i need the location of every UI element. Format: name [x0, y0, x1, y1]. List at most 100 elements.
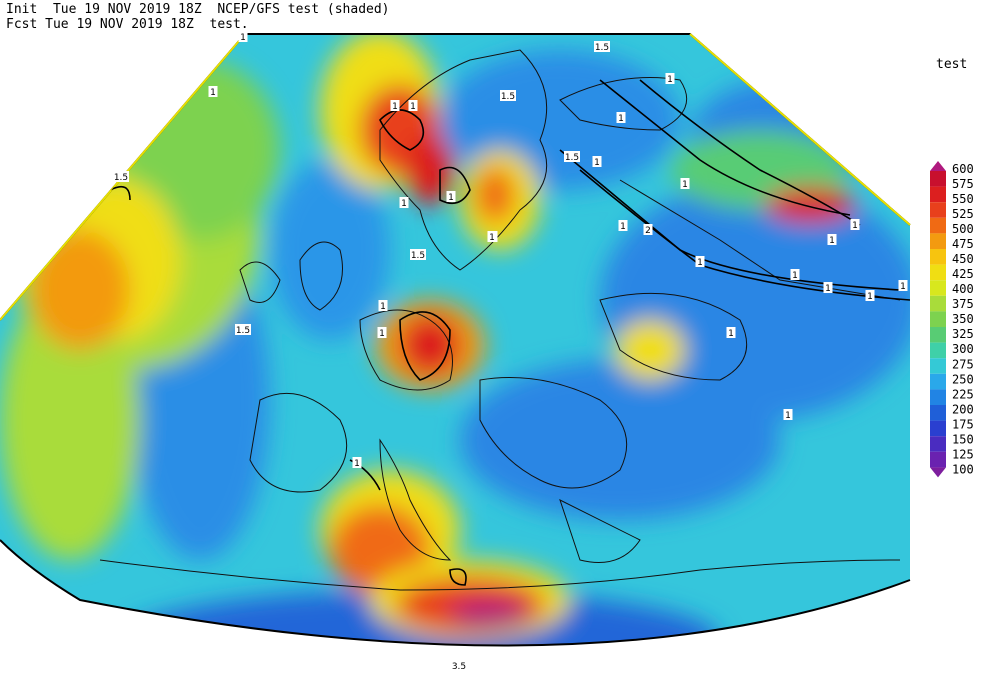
contour-label: 1.5 — [565, 153, 579, 163]
contour-label-box — [695, 256, 705, 267]
legend-tick-label: 250 — [952, 372, 974, 386]
contour-label-box — [238, 31, 248, 42]
contour-lines — [109, 79, 910, 586]
contour-label-box — [377, 327, 387, 338]
legend-swatch — [930, 389, 946, 405]
legend-swatch — [930, 295, 946, 312]
contour-label-box — [451, 660, 467, 671]
contour-label-box — [783, 409, 793, 420]
legend-swatch — [930, 233, 946, 249]
contour-label-box — [446, 191, 456, 202]
legend-tick-label: 175 — [952, 417, 974, 431]
contour-label: 1 — [900, 282, 906, 292]
legend-tick-label: 575 — [952, 177, 974, 191]
contour-label: 1.5 — [114, 173, 128, 183]
contour-label: 1.5 — [236, 326, 250, 336]
contour-label-box — [378, 300, 388, 311]
legend-tick-label: 225 — [952, 387, 974, 401]
contour-label: 1 — [401, 199, 407, 209]
contour-label-box — [594, 41, 610, 52]
legend-tick-label: 275 — [952, 357, 974, 371]
contour-label-box — [408, 100, 418, 111]
contour-label: 1 — [380, 302, 386, 312]
contour-label: 1 — [240, 33, 246, 43]
contour-label-box — [898, 280, 908, 291]
legend-swatch — [930, 420, 946, 437]
contour-label-box — [399, 197, 409, 208]
legend-swatch — [930, 342, 946, 359]
legend-tick-label: 325 — [952, 327, 974, 341]
legend-swatch — [930, 327, 946, 343]
contour-label-box — [235, 324, 251, 335]
contour-label: 1 — [620, 222, 626, 232]
forecast-line: Fcst Tue 19 NOV 2019 18Z test. — [6, 17, 249, 32]
legend-arrow-down — [930, 467, 946, 478]
contour-label-box — [564, 151, 580, 162]
contour-label: 1.5 — [411, 251, 425, 261]
contour-label: 1 — [682, 180, 688, 190]
legend: 6005755505255004754504254003753503253002… — [930, 161, 974, 478]
legend-swatch — [930, 202, 946, 218]
contour-label: 1 — [354, 459, 360, 469]
shaded-field — [0, 34, 910, 646]
contour-label: 1 — [852, 221, 858, 231]
legend-swatch — [930, 249, 946, 265]
legend-tick-label: 525 — [952, 207, 974, 221]
legend-swatch — [930, 436, 946, 452]
contour-label-group: 1 1 1 1 1.5 1.5 1 1 1.5 1 1 1.5 1 1 1 1 1 1 1 1 1 1 1.5 1 1.5 1 1 1… — [113, 31, 908, 672]
contour-label-box — [823, 282, 833, 293]
contour-label: 1 — [792, 271, 798, 281]
contour-label-box — [680, 178, 690, 189]
contour-label-box — [208, 86, 218, 97]
contour-label-box — [827, 234, 837, 245]
contour-label: 1 — [785, 411, 791, 421]
legend-tick-label: 375 — [952, 297, 974, 311]
legend-tick-label: 600 — [952, 162, 974, 176]
contour-label-box — [665, 73, 675, 84]
contour-label: 2 — [645, 226, 651, 236]
contour-label: 3.5 — [452, 662, 466, 672]
legend-arrow-up — [930, 161, 946, 171]
legend-swatch — [930, 280, 946, 296]
contour-label-box — [618, 220, 628, 231]
legend-tick-label: 200 — [952, 402, 974, 416]
contour-label-box — [850, 219, 860, 230]
contour-label: 1 — [728, 329, 734, 339]
contour-label: 1 — [667, 75, 673, 85]
contour-label-box — [352, 457, 362, 468]
contour-label-box — [592, 156, 602, 167]
init-line: Init Tue 19 NOV 2019 18Z NCEP/GFS test (… — [6, 2, 390, 17]
contour-label: 1.5 — [501, 92, 515, 102]
contour-label: 1 — [829, 236, 835, 246]
legend-swatch — [930, 171, 946, 187]
legend-swatch — [930, 264, 946, 281]
legend-tick-label: 500 — [952, 222, 974, 236]
coastlines — [99, 49, 901, 591]
legend-tick-label: 450 — [952, 252, 974, 266]
legend-tick-label: 425 — [952, 267, 974, 281]
legend-swatch — [930, 358, 946, 374]
contour-label-box — [113, 171, 129, 182]
legend-tick-label: 400 — [952, 282, 974, 296]
contour-label: 1 — [618, 114, 624, 124]
contour-label-box — [390, 100, 400, 111]
legend-tick-label: 300 — [952, 342, 974, 356]
contour-label-box — [616, 112, 626, 123]
legend-tick-label: 125 — [952, 447, 974, 461]
contour-label: 1 — [448, 193, 454, 203]
contour-label: 1 — [392, 102, 398, 112]
legend-tick-label: 550 — [952, 192, 974, 206]
legend-swatch — [930, 186, 946, 203]
legend-tick-label: 475 — [952, 237, 974, 251]
contour-label: 1 — [594, 158, 600, 168]
contour-label-box — [487, 231, 497, 242]
contour-label-box — [410, 249, 426, 260]
contour-label: 1 — [697, 258, 703, 268]
contour-label: 1 — [489, 233, 495, 243]
contour-label-box — [790, 269, 800, 280]
legend-title: test — [936, 57, 968, 72]
contour-label: 1 — [210, 88, 216, 98]
legend-tick-label: 150 — [952, 432, 974, 446]
legend-swatch — [930, 451, 946, 468]
